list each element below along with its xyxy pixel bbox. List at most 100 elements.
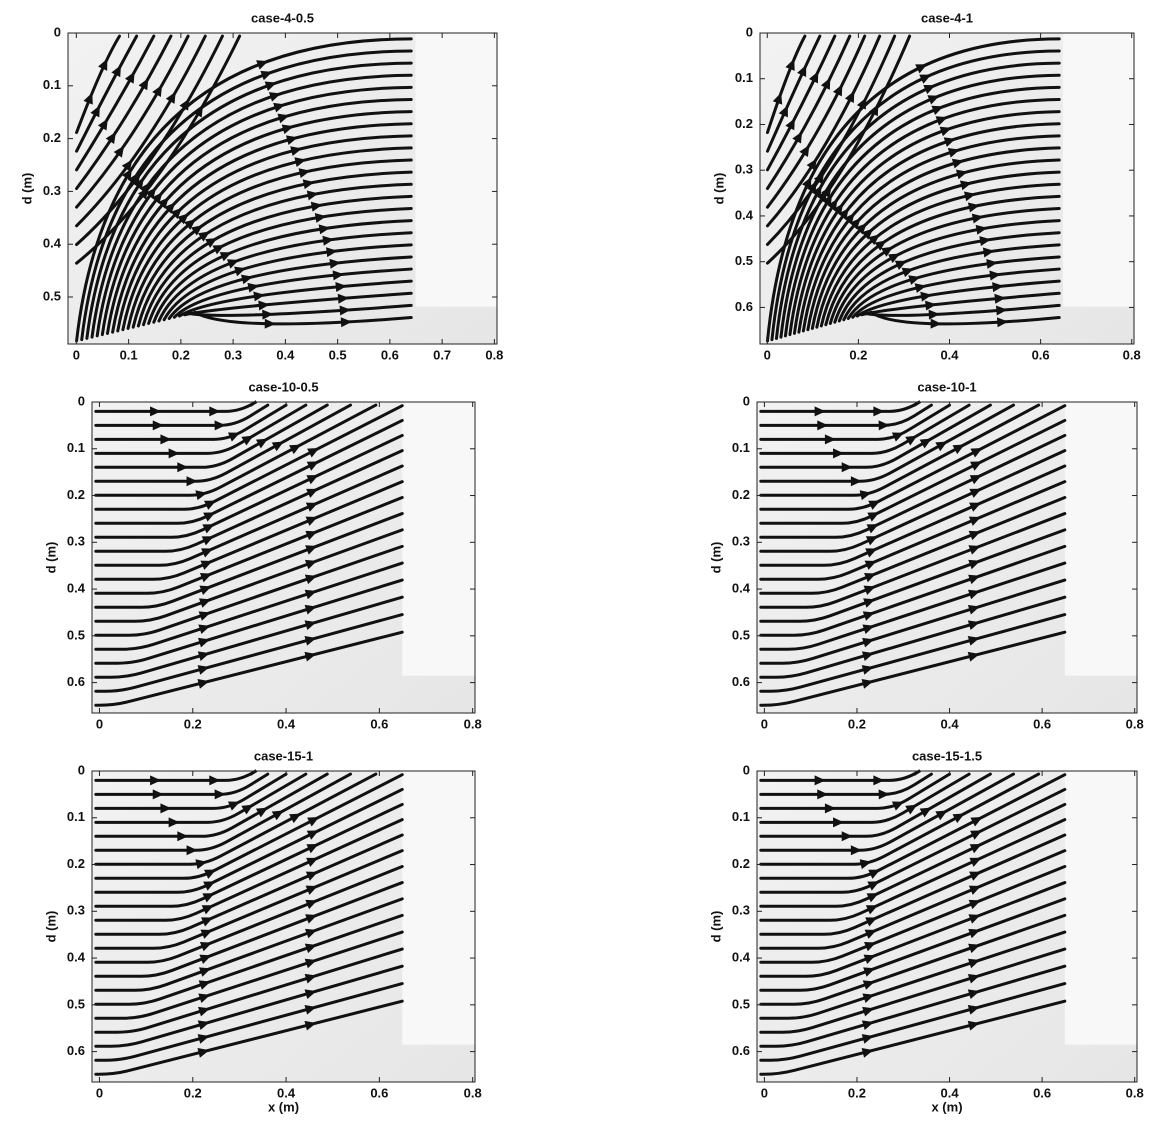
- arrowhead: [841, 462, 853, 473]
- arrowhead: [894, 260, 907, 270]
- y-axis-label: d (m): [43, 542, 58, 574]
- arrowhead: [867, 512, 880, 522]
- arrowhead: [864, 942, 877, 952]
- y-tick-label: 0.3: [732, 903, 750, 918]
- arrowhead: [970, 461, 983, 471]
- x-tick-label: 0.8: [1126, 1085, 1144, 1100]
- streamline: [759, 578, 1067, 665]
- arrowhead: [322, 235, 334, 246]
- dye-region: [1064, 771, 1137, 1045]
- arrowhead: [915, 64, 928, 74]
- arrowhead: [844, 90, 855, 103]
- arrowhead: [967, 636, 980, 646]
- arrowhead: [864, 560, 877, 570]
- streamline: [824, 194, 1061, 327]
- arrowhead: [253, 291, 265, 302]
- arrowhead: [281, 124, 294, 135]
- arrowhead: [935, 116, 948, 126]
- arrowhead: [861, 1048, 874, 1058]
- arrowhead: [197, 1048, 210, 1058]
- arrowhead: [967, 989, 980, 999]
- streamline: [94, 881, 404, 978]
- y-axis-label: d (m): [708, 542, 723, 574]
- panel-title: case-4-0.5: [251, 10, 314, 25]
- streamline: [828, 206, 1061, 325]
- y-tick-label: 0.1: [43, 77, 61, 92]
- streamline: [94, 528, 404, 623]
- arrowhead: [305, 914, 318, 924]
- arrowhead: [199, 942, 212, 952]
- streamline: [94, 930, 404, 1020]
- streamline: [94, 772, 329, 838]
- arrowhead: [808, 71, 819, 84]
- streamline: [792, 110, 1061, 335]
- arrowhead: [326, 247, 338, 258]
- arrowhead: [967, 1020, 980, 1031]
- arrowhead: [227, 432, 241, 442]
- x-tick-label: 0: [73, 347, 80, 362]
- arrowhead: [214, 789, 226, 800]
- arrowhead: [304, 1005, 317, 1015]
- x-tick-label: 0.4: [277, 1085, 296, 1100]
- arrowhead: [878, 420, 890, 431]
- arrowhead: [271, 810, 284, 821]
- arrowhead: [197, 231, 210, 242]
- y-tick-label: 0.1: [732, 440, 750, 455]
- y-tick-label: 0.6: [67, 1043, 85, 1058]
- y-tick-label: 0.5: [732, 996, 750, 1011]
- arrowhead: [241, 804, 254, 815]
- arrowhead: [209, 406, 221, 417]
- arrowhead: [200, 929, 213, 939]
- streamline: [94, 433, 404, 539]
- arrowhead: [199, 598, 212, 608]
- arrowhead: [307, 817, 320, 827]
- arrowhead: [198, 980, 211, 990]
- arrowhead: [306, 461, 319, 471]
- streamline: [94, 818, 404, 922]
- arrowhead: [133, 177, 144, 190]
- arrowhead: [864, 573, 877, 583]
- arrowhead: [905, 804, 918, 815]
- y-tick-label: 0.4: [732, 581, 751, 596]
- arrowhead: [199, 573, 212, 583]
- arrowhead: [289, 444, 302, 455]
- dye-region: [402, 402, 475, 676]
- arrowhead: [305, 885, 318, 895]
- arrowhead: [862, 637, 875, 648]
- x-tick-label: 0: [761, 1085, 768, 1100]
- arrowhead: [914, 283, 927, 294]
- streamline: [75, 34, 121, 135]
- arrowhead: [968, 943, 981, 954]
- streamline: [779, 73, 1061, 339]
- y-tick-label: 0.1: [732, 809, 750, 824]
- streamline: [759, 772, 992, 838]
- arrowhead: [202, 524, 215, 534]
- arrowhead: [919, 438, 932, 449]
- axes-frame: [759, 32, 1135, 345]
- y-tick-label: 0: [54, 24, 61, 39]
- arrowhead: [307, 448, 320, 458]
- streamline: [759, 630, 1067, 707]
- arrowhead: [841, 831, 853, 842]
- panel: 0 0.2 0.4 0.6 0.8 0 0.1 0.2 0.3 0.4 0.5 0.6 case-15-…: [43, 748, 481, 1114]
- arrowhead: [332, 270, 345, 281]
- streamline: [788, 97, 1061, 337]
- streamline: [94, 403, 329, 469]
- arrowhead: [861, 665, 874, 675]
- streamline: [765, 34, 852, 190]
- x-tick-label: 0.2: [848, 1085, 866, 1100]
- arrowhead: [306, 488, 319, 498]
- arrowhead: [891, 801, 904, 811]
- streamline: [759, 449, 1067, 553]
- streamline: [111, 122, 413, 334]
- arrowhead: [881, 246, 894, 257]
- arrowhead: [901, 267, 914, 278]
- y-tick-label: 0.1: [67, 809, 85, 824]
- streamline: [94, 512, 404, 609]
- arrowhead: [204, 869, 217, 879]
- arrowhead: [186, 476, 198, 487]
- y-tick-label: 0.3: [43, 183, 61, 198]
- arrowhead: [255, 807, 268, 818]
- streamline: [94, 464, 404, 567]
- arrowhead: [785, 118, 795, 131]
